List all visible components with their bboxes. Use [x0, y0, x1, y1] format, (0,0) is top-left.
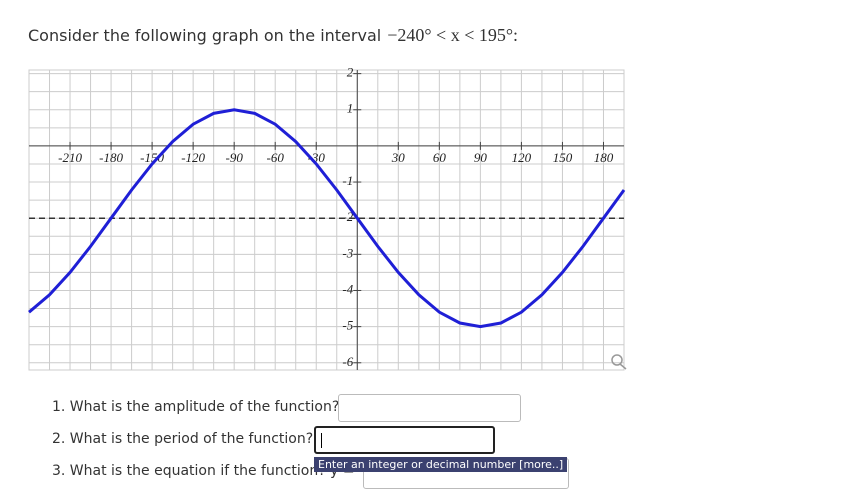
y-tick-label: -2	[342, 209, 353, 224]
x-tick-label: -210	[58, 150, 82, 165]
y-tick-label: -6	[342, 354, 353, 369]
x-tick-label: -120	[181, 150, 205, 165]
question: 1. What is the amplitude of the function…	[52, 399, 340, 415]
x-tick-label: 90	[474, 150, 488, 165]
x-tick-label: 150	[553, 150, 573, 165]
zoom-icon[interactable]	[611, 354, 627, 370]
tooltip: Enter an integer or decimal number [more…	[314, 457, 568, 472]
y-tick-label: -1	[342, 173, 353, 188]
x-tick-label: -90	[226, 150, 244, 165]
x-tick-label: 120	[512, 150, 532, 165]
question: 2. What is the period of the function?	[52, 431, 314, 447]
answer-input[interactable]	[338, 394, 521, 422]
y-tick-label: 2	[347, 65, 354, 80]
y-tick-label: -5	[342, 318, 353, 333]
curve	[28, 108, 626, 329]
prompt: Consider the following graph on the inte…	[28, 25, 518, 46]
text-cursor	[321, 433, 322, 448]
x-tick-label: -60	[267, 150, 285, 165]
x-tick-label: -150	[140, 150, 164, 165]
question: 3. What is the equation if the function?…	[52, 463, 355, 479]
y-tick-label: -3	[342, 245, 353, 260]
y-tick-label: -4	[342, 281, 353, 296]
x-tick-label: -180	[99, 150, 123, 165]
prompt-text: Consider the following graph on the inte…	[28, 26, 382, 45]
x-tick-label: 60	[433, 150, 447, 165]
x-tick-label: 30	[391, 150, 406, 165]
prompt-math: −240° < x < 195°:	[387, 25, 519, 45]
plot-border	[28, 69, 625, 371]
answer-input[interactable]	[314, 426, 495, 454]
x-tick-label: 180	[594, 150, 614, 165]
y-tick-label: 1	[347, 101, 354, 116]
